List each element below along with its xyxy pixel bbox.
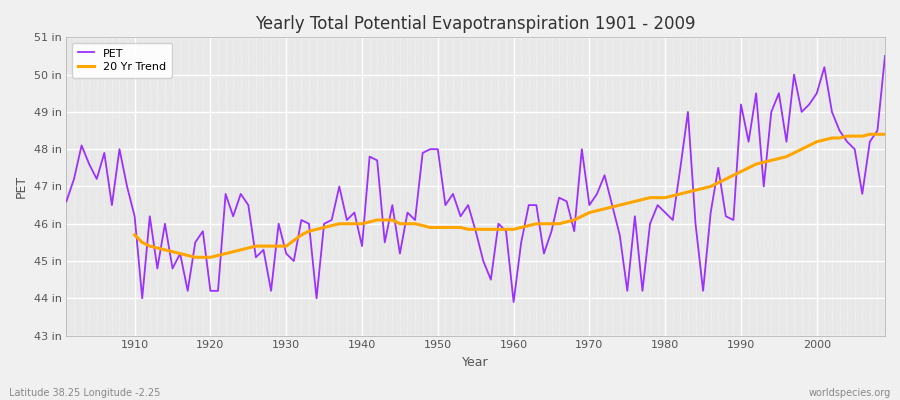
PET (122, 184, 132, 189)
Y-axis label: PET: PET (15, 175, 28, 198)
X-axis label: Year: Year (463, 356, 489, 369)
20 Yr Trend (524, 223, 535, 228)
PET (607, 203, 617, 208)
20 Yr Trend (879, 132, 890, 137)
Legend: PET, 20 Yr Trend: PET, 20 Yr Trend (72, 43, 172, 78)
Title: Yearly Total Potential Evapotranspiration 1901 - 2009: Yearly Total Potential Evapotranspiratio… (256, 15, 696, 33)
PET (61, 199, 72, 204)
PET (879, 54, 890, 58)
20 Yr Trend (864, 132, 875, 137)
20 Yr Trend (826, 136, 837, 140)
20 Yr Trend (850, 134, 860, 138)
PET (508, 300, 519, 304)
Text: worldspecies.org: worldspecies.org (809, 388, 891, 398)
Text: Latitude 38.25 Longitude -2.25: Latitude 38.25 Longitude -2.25 (9, 388, 160, 398)
PET (334, 184, 345, 189)
20 Yr Trend (190, 255, 201, 260)
20 Yr Trend (584, 210, 595, 215)
PET (516, 240, 526, 245)
Line: 20 Yr Trend: 20 Yr Trend (135, 134, 885, 257)
PET (288, 259, 299, 264)
20 Yr Trend (311, 227, 322, 232)
Line: PET: PET (67, 56, 885, 302)
PET (500, 229, 511, 234)
20 Yr Trend (281, 244, 292, 248)
20 Yr Trend (130, 232, 140, 237)
